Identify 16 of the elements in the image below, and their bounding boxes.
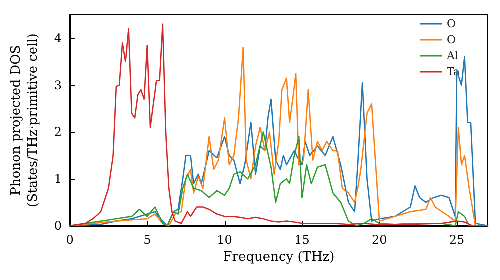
x-tick-label: 0 (66, 233, 74, 247)
x-tick-label: 15 (294, 233, 310, 247)
legend-label: Al (446, 50, 459, 62)
y-tick-label: 3 (54, 78, 62, 92)
legend-label: O (447, 34, 456, 46)
y-tick-label: 2 (54, 125, 62, 140)
x-tick-label: 20 (372, 233, 388, 247)
y-tick-label: 0 (54, 219, 62, 233)
legend-label: O (447, 18, 456, 30)
y-tick-label: 4 (54, 31, 62, 46)
x-tick-label: 10 (217, 233, 232, 247)
x-tick-label: 5 (144, 233, 152, 247)
x-axis-title: Frequency (THz) (223, 250, 335, 265)
y-axis-title: Phonon projected DOS (States/THz·primitive cell) (9, 33, 41, 208)
y-tick-label: 1 (54, 172, 62, 186)
x-tick-label: 25 (449, 233, 465, 247)
